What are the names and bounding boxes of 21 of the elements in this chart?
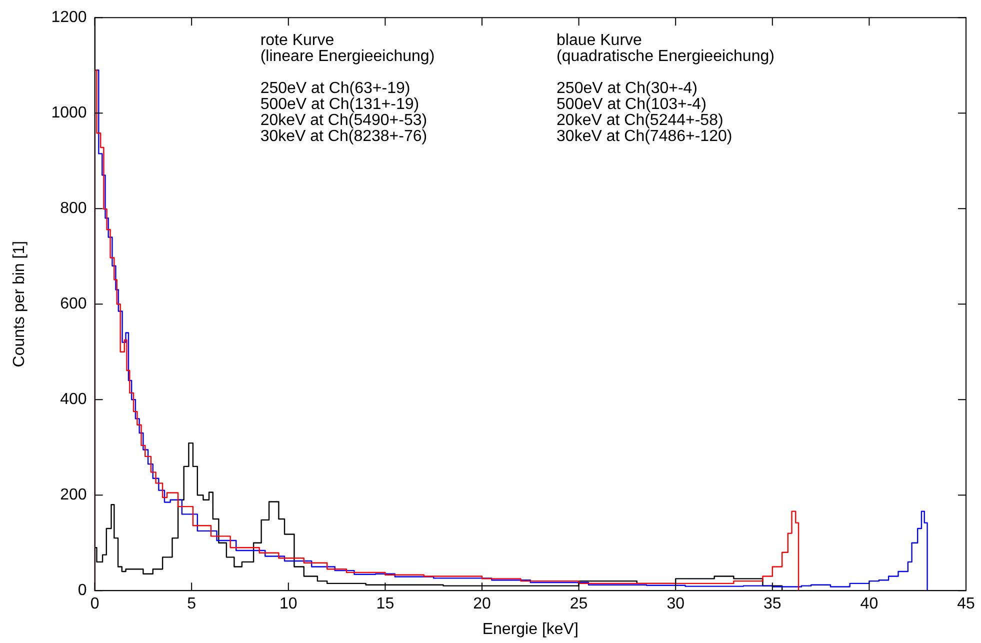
x-tick-label: 5: [187, 596, 196, 613]
x-tick-label: 15: [376, 596, 394, 613]
y-tick-label: 800: [60, 200, 87, 218]
annotation: blaue Kurve (quadratische Energieeichung) 250eV at Ch(30+-4) 500eV at Ch(103+-4) 20keV at Ch(5244+-58) 30keV at Ch(7486+-120): [556, 32, 774, 146]
y-axis-title: Counts per bin [1]: [11, 240, 28, 368]
x-tick-label: 40: [860, 596, 878, 613]
y-tick-label: 1200: [51, 9, 87, 26]
y-tick-label: 200: [60, 486, 87, 504]
x-tick-label: 20: [473, 596, 491, 613]
annotation: rote Kurve (lineare Energieeichung) 250eV at Ch(63+-19) 500eV at Ch(131+-19) 20keV at Ch(5490+-53) 30keV at Ch(8238+-76): [260, 32, 435, 146]
x-tick-label: 35: [764, 596, 782, 613]
y-tick-label: 600: [60, 296, 87, 313]
x-tick-label: 0: [90, 596, 100, 613]
x-tick-label: 45: [957, 596, 975, 613]
x-tick-label: 10: [279, 596, 298, 613]
y-tick-label: 400: [60, 391, 87, 408]
y-tick-label: 1000: [51, 104, 87, 122]
x-tick-label: 25: [570, 596, 588, 613]
x-axis-title: Energie [keV]: [482, 620, 578, 638]
y-tick-label: 0: [78, 582, 87, 600]
x-tick-label: 30: [666, 596, 685, 613]
